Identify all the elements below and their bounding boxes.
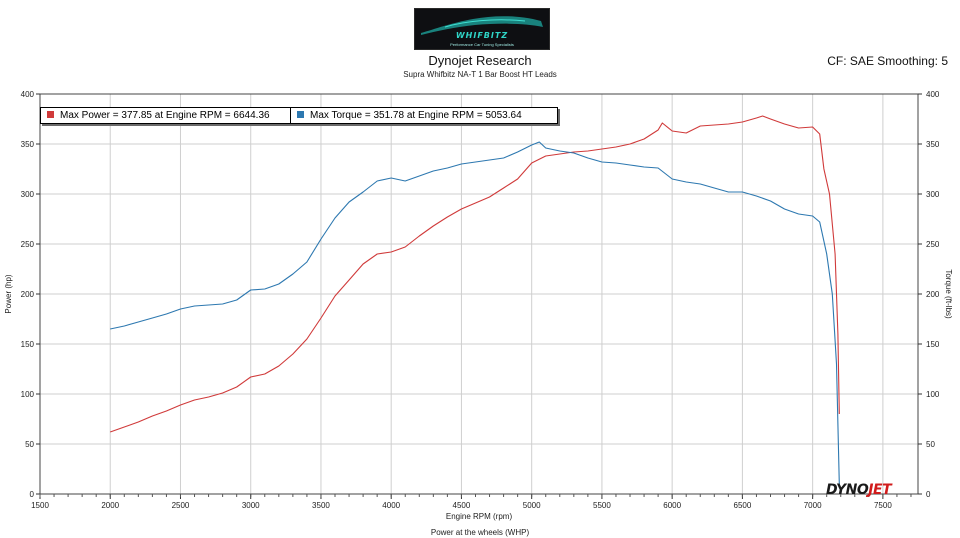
y-tick-label: 150 xyxy=(21,340,35,349)
y2-tick-label: 400 xyxy=(926,90,940,99)
x-tick-label: 3500 xyxy=(312,501,330,510)
y-tick-label: 100 xyxy=(21,390,35,399)
y-tick-label: 50 xyxy=(25,440,34,449)
y2-axis-label: Torque (ft-lbs) xyxy=(944,269,953,319)
y-axis-label: Power (hp) xyxy=(4,274,13,313)
logo-tagline: Performance Car Tuning Specialists xyxy=(450,42,514,47)
y2-tick-label: 200 xyxy=(926,290,940,299)
legend-power-swatch xyxy=(47,111,54,118)
y2-tick-label: 150 xyxy=(926,340,940,349)
car-silhouette-logo-icon xyxy=(421,16,543,35)
x-axis-label: Engine RPM (rpm) xyxy=(446,512,513,521)
x-tick-label: 7000 xyxy=(804,501,822,510)
y-tick-label: 200 xyxy=(21,290,35,299)
x-tick-label: 7500 xyxy=(874,501,892,510)
y-tick-label: 400 xyxy=(21,90,35,99)
chart-subtitle: Supra Whifbitz NA-T 1 Bar Boost HT Leads xyxy=(403,70,557,79)
x-tick-label: 5000 xyxy=(523,501,541,510)
cf-smoothing-info: CF: SAE Smoothing: 5 xyxy=(827,54,948,68)
series-line-power xyxy=(110,115,840,433)
y2-tick-label: 300 xyxy=(926,190,940,199)
dynojet-logo-jet: JET xyxy=(868,482,892,498)
y2-tick-label: 0 xyxy=(926,490,931,499)
x-tick-label: 2000 xyxy=(101,501,119,510)
y-tick-label: 300 xyxy=(21,190,35,199)
whifbitz-logo: WHIFBITZ Performance Car Tuning Speciali… xyxy=(414,8,550,50)
x-tick-label: 1500 xyxy=(31,501,49,510)
y2-tick-label: 250 xyxy=(926,240,940,249)
dynojet-logo: DYNOJET xyxy=(826,482,892,498)
footer-caption: Power at the wheels (WHP) xyxy=(430,528,530,537)
x-tick-label: 2500 xyxy=(172,501,190,510)
legend-power-label: Max Power = 377.85 at Engine RPM = 6644.… xyxy=(60,110,270,121)
y-tick-label: 0 xyxy=(30,490,35,499)
y-tick-label: 350 xyxy=(21,140,35,149)
x-tick-label: 4000 xyxy=(382,501,400,510)
x-tick-label: 6500 xyxy=(734,501,752,510)
y-tick-label: 250 xyxy=(21,240,35,249)
y2-tick-label: 50 xyxy=(926,440,935,449)
x-tick-label: 3000 xyxy=(242,501,260,510)
x-tick-label: 6000 xyxy=(663,501,681,510)
x-tick-label: 4500 xyxy=(453,501,471,510)
legend-power: Max Power = 377.85 at Engine RPM = 6644.… xyxy=(40,107,298,124)
x-tick-label: 5500 xyxy=(593,501,611,510)
y2-tick-label: 100 xyxy=(926,390,940,399)
chart-title: Dynojet Research xyxy=(428,53,532,68)
y2-tick-label: 350 xyxy=(926,140,940,149)
dynojet-logo-dyno: DYNO xyxy=(826,482,869,498)
legend-torque: Max Torque = 351.78 at Engine RPM = 5053… xyxy=(290,107,558,124)
series-line-torque xyxy=(110,141,840,485)
logo-brand-text: WHIFBITZ xyxy=(455,31,509,40)
legend-torque-label: Max Torque = 351.78 at Engine RPM = 5053… xyxy=(310,110,522,121)
legend-torque-swatch xyxy=(297,111,304,118)
